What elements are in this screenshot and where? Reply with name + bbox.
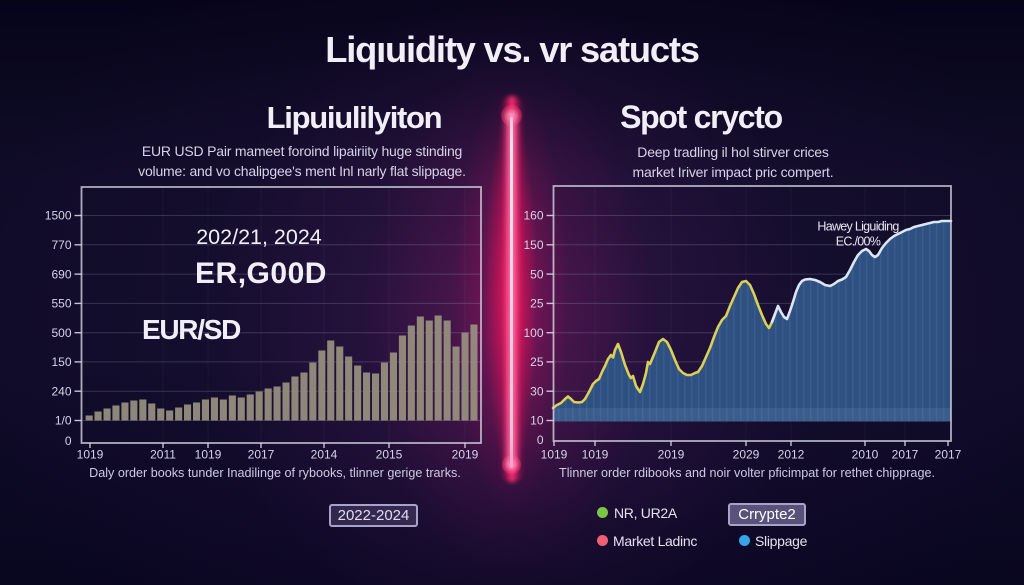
svg-text:25: 25 xyxy=(530,297,544,311)
svg-text:2017: 2017 xyxy=(892,448,919,462)
svg-text:1019: 1019 xyxy=(195,448,222,462)
svg-text:240: 240 xyxy=(51,384,71,398)
svg-text:1/0: 1/0 xyxy=(55,414,72,428)
svg-text:1019: 1019 xyxy=(77,448,104,462)
svg-text:2010: 2010 xyxy=(852,448,879,462)
svg-text:2019: 2019 xyxy=(452,448,479,462)
svg-text:550: 550 xyxy=(51,297,71,311)
svg-text:2015: 2015 xyxy=(376,448,403,462)
svg-text:25: 25 xyxy=(530,355,544,369)
svg-text:EC./00%: EC./00% xyxy=(836,235,881,249)
svg-text:100: 100 xyxy=(523,326,543,340)
svg-text:2014: 2014 xyxy=(311,448,338,462)
svg-text:30: 30 xyxy=(530,384,544,398)
svg-text:150: 150 xyxy=(51,355,71,369)
svg-text:2011: 2011 xyxy=(150,448,176,462)
svg-text:10: 10 xyxy=(530,414,544,428)
svg-text:500: 500 xyxy=(51,326,71,340)
svg-text:2017: 2017 xyxy=(248,448,275,462)
svg-text:1500: 1500 xyxy=(45,209,72,223)
svg-text:2019: 2019 xyxy=(658,448,685,462)
svg-text:1019: 1019 xyxy=(582,448,609,462)
svg-text:160: 160 xyxy=(523,209,543,223)
svg-text:150: 150 xyxy=(523,238,543,252)
svg-text:Hawey Liguiding: Hawey Liguiding xyxy=(817,220,899,234)
svg-text:770: 770 xyxy=(51,238,71,252)
svg-text:0: 0 xyxy=(537,433,544,447)
svg-text:1019: 1019 xyxy=(541,448,568,462)
svg-text:2017: 2017 xyxy=(935,448,962,462)
svg-text:50: 50 xyxy=(530,267,544,281)
svg-text:2012: 2012 xyxy=(778,448,805,462)
svg-text:690: 690 xyxy=(51,267,71,281)
svg-text:0: 0 xyxy=(65,434,72,448)
svg-text:2029: 2029 xyxy=(733,448,760,462)
